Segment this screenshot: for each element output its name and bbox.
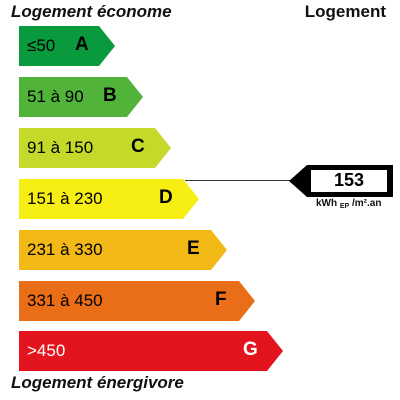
band-class-letter: D [159, 187, 173, 208]
band-arrow-shape [19, 128, 171, 168]
indicator-connector-line [185, 180, 293, 181]
energy-class-band-b: 51 à 90 B [19, 77, 143, 117]
energy-class-band-g: >450 G [19, 331, 283, 371]
band-arrow-shape [19, 77, 143, 117]
unit-main: kWh [316, 198, 338, 209]
band-range-label: 231 à 330 [27, 240, 103, 259]
unit-subscript: EP [339, 203, 350, 210]
band-range-label: ≤50 [27, 36, 56, 55]
consumption-value: 153 [333, 170, 365, 190]
band-arrow-shape [19, 331, 283, 371]
band-arrow-shape [19, 179, 199, 219]
home-consumption-indicator: 153 [289, 165, 393, 197]
band-arrow-shape [19, 26, 115, 66]
energy-class-band-a: ≤50 A [19, 26, 115, 66]
band-class-letter: G [243, 339, 258, 360]
consumption-unit: kWh EP /m².an [316, 198, 381, 210]
band-class-letter: C [131, 136, 145, 157]
band-class-letter: B [103, 85, 117, 106]
band-range-label: 151 à 230 [27, 189, 103, 208]
band-class-letter: A [75, 34, 89, 55]
title-energy-intensive-home: Logement énergivore [11, 373, 184, 392]
band-range-label: >450 [27, 341, 66, 360]
title-home: Logement [304, 2, 386, 21]
band-range-label: 51 à 90 [27, 87, 84, 106]
band-arrow-shape [19, 281, 255, 321]
band-arrow-shape [19, 230, 227, 270]
band-range-label: 91 à 150 [27, 138, 94, 157]
band-class-letter: F [215, 289, 227, 310]
energy-class-band-f: 331 à 450 F [19, 281, 255, 321]
band-class-letter: E [187, 238, 200, 259]
title-economical-home: Logement économe [11, 2, 172, 21]
energy-class-band-d: 151 à 230 D [19, 179, 199, 219]
energy-class-band-e: 231 à 330 E [19, 230, 227, 270]
indicator-arrow-shape [289, 165, 393, 197]
unit-suffix: /m².an [352, 198, 382, 209]
band-range-label: 331 à 450 [27, 291, 103, 310]
energy-class-band-c: 91 à 150 C [19, 128, 171, 168]
